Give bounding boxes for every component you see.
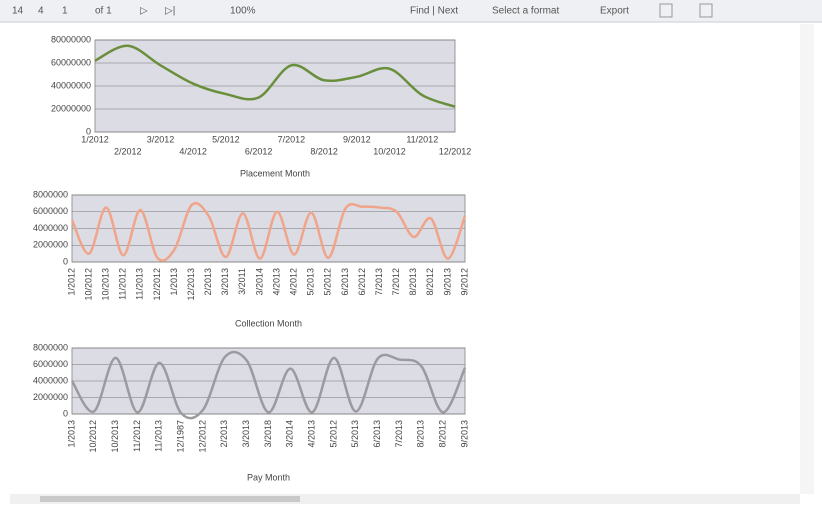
x-tick-label: 10/2013 (110, 420, 120, 453)
export-button[interactable]: Export (600, 6, 629, 17)
y-tick-label: 4000000 (33, 223, 68, 233)
x-tick-label: 5/2012 (323, 268, 333, 296)
x-tick-label: 6/2012 (357, 268, 367, 296)
x-tick-label: 3/2018 (263, 420, 273, 448)
y-tick-label: 2000000 (33, 392, 68, 402)
x-tick-label: 11/2012 (406, 134, 438, 144)
y-tick-label: 40000000 (51, 80, 91, 90)
chart-title: Placement Month (240, 168, 310, 178)
y-tick-label: 4000000 (33, 375, 68, 385)
x-tick-label: 11/2013 (135, 268, 145, 300)
x-tick-label: 10/2012 (88, 420, 98, 453)
x-tick-label: 4/2013 (307, 420, 317, 448)
x-tick-label: 2/2013 (203, 268, 213, 296)
x-tick-label: 11/2012 (118, 268, 128, 300)
first-page-button[interactable]: 14 (12, 6, 24, 17)
y-tick-label: 8000000 (33, 189, 68, 199)
x-tick-label: 9/2013 (459, 420, 469, 448)
x-tick-label: 1/2013 (169, 268, 179, 296)
x-tick-label: 7/2012 (391, 268, 401, 296)
x-tick-label: 12/1987 (176, 420, 186, 453)
page: 14 4 1 of 1 ▷ ▷| 100% Find | Next Select… (0, 0, 822, 514)
x-tick-label: 10/2012 (83, 268, 93, 301)
y-tick-label: 20000000 (51, 103, 91, 113)
x-tick-label: 6/2013 (372, 420, 382, 448)
y-tick-label: 0 (63, 408, 68, 418)
page-number[interactable]: 1 (62, 6, 68, 17)
y-tick-label: 0 (63, 256, 68, 266)
x-tick-label: 3/2013 (220, 268, 230, 296)
x-tick-label: 11/2013 (154, 420, 164, 452)
x-tick-label: 8/2013 (408, 268, 418, 296)
x-tick-label: 2/2013 (219, 420, 229, 448)
x-tick-label: 4/2013 (271, 268, 281, 296)
x-tick-label: 1/2013 (66, 420, 76, 448)
x-tick-label: 9/2012 (343, 134, 371, 144)
x-tick-label: 9/2012 (459, 268, 469, 296)
x-tick-label: 2/2012 (114, 146, 142, 156)
y-tick-label: 60000000 (51, 57, 91, 67)
x-tick-label: 3/2014 (254, 268, 264, 296)
x-tick-label: 4/2012 (289, 268, 299, 296)
zoom-select[interactable]: 100% (230, 6, 256, 17)
y-tick-label: 6000000 (33, 206, 68, 216)
x-tick-label: 12/2013 (186, 268, 196, 301)
x-tick-label: 1/2012 (66, 268, 76, 296)
x-tick-label: 3/2011 (237, 268, 247, 295)
x-tick-label: 8/2012 (425, 268, 435, 296)
x-tick-label: 3/2014 (285, 420, 295, 448)
find-next[interactable]: Find | Next (410, 6, 458, 17)
x-tick-label: 3/2012 (147, 134, 175, 144)
y-tick-label: 80000000 (51, 34, 91, 44)
last-page-button[interactable]: ▷| (165, 6, 175, 17)
x-tick-label: 5/2012 (328, 420, 338, 448)
x-tick-label: 12/2012 (439, 146, 472, 156)
x-tick-label: 10/2013 (101, 268, 111, 301)
x-tick-label: 5/2013 (306, 268, 316, 296)
y-tick-label: 2000000 (33, 240, 68, 250)
x-tick-label: 5/2012 (212, 134, 240, 144)
vertical-scrollbar[interactable] (800, 24, 814, 494)
x-tick-label: 8/2012 (438, 420, 448, 448)
x-tick-label: 6/2013 (340, 268, 350, 296)
x-tick-label: 5/2013 (350, 420, 360, 448)
scrollbar-thumb[interactable] (40, 496, 300, 502)
x-tick-label: 3/2013 (241, 420, 251, 448)
x-tick-label: 7/2013 (374, 268, 384, 296)
chart-title: Pay Month (247, 472, 290, 482)
format-select[interactable]: Select a format (492, 6, 559, 17)
x-tick-label: 11/2012 (132, 420, 142, 452)
chart-title: Collection Month (235, 318, 302, 328)
report-viewer: 14 4 1 of 1 ▷ ▷| 100% Find | Next Select… (0, 0, 822, 514)
x-tick-label: 4/2012 (179, 146, 207, 156)
x-tick-label: 10/2012 (373, 146, 406, 156)
x-tick-label: 12/2012 (152, 268, 162, 301)
x-tick-label: 6/2012 (245, 146, 273, 156)
x-tick-label: 7/2012 (278, 134, 306, 144)
x-tick-label: 12/2012 (197, 420, 207, 453)
x-tick-label: 8/2012 (310, 146, 338, 156)
page-count: of 1 (95, 6, 112, 17)
prev-page-button[interactable]: 4 (38, 6, 44, 17)
x-tick-label: 1/2012 (81, 134, 109, 144)
x-tick-label: 9/2013 (442, 268, 452, 296)
next-page-button[interactable]: ▷ (140, 6, 148, 17)
y-tick-label: 6000000 (33, 359, 68, 369)
y-tick-label: 8000000 (33, 342, 68, 352)
x-tick-label: 8/2013 (416, 420, 426, 448)
x-tick-label: 7/2013 (394, 420, 404, 448)
